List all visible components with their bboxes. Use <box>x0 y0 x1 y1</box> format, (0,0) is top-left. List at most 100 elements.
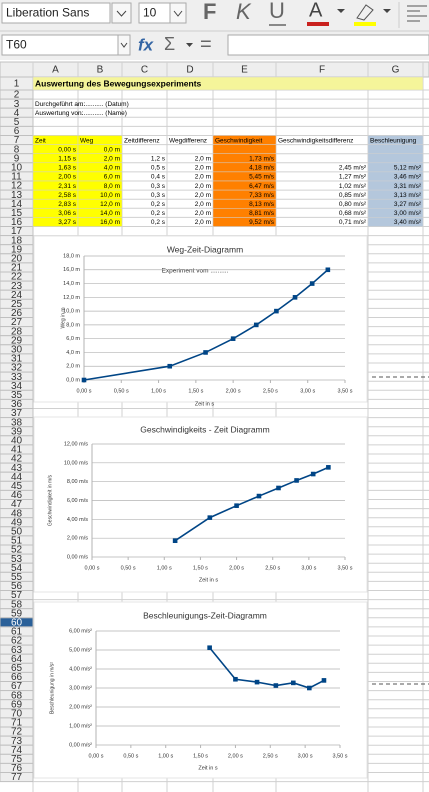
row-header-label: 58 <box>11 599 23 610</box>
data-point <box>326 465 331 470</box>
cell-value: 8,81 m/s <box>249 210 275 217</box>
x-tick-label: 1,50 s <box>188 388 203 394</box>
row-header-label: 3 <box>14 99 20 110</box>
underline-button[interactable]: U <box>269 0 285 23</box>
x-tick-label: 3,50 s <box>338 565 353 571</box>
y-tick-label: 2,00 m/s <box>67 536 88 542</box>
column-title: Geschwindigkeit <box>215 137 263 144</box>
data-point <box>172 538 178 544</box>
row-header-label: 40 <box>11 435 23 446</box>
cell-value: 2,00 s <box>58 174 76 181</box>
cell-value: 1,27 m/s² <box>339 174 367 181</box>
column-header[interactable]: B <box>97 65 104 76</box>
function-wizard[interactable]: fx <box>138 35 155 54</box>
column-title: Geschwindigkeitsdifferenz <box>278 137 353 144</box>
row-header-label: 37 <box>11 408 23 419</box>
bold-button[interactable]: F <box>203 0 216 24</box>
dropdown-arrow <box>116 10 127 17</box>
cell-value: 9,52 m/s <box>249 219 275 226</box>
row-header-label: 19 <box>11 244 23 255</box>
font-color-button[interactable]: A <box>309 0 323 21</box>
chart-title: Beschleunigungs-Zeit-Diagramm <box>143 610 267 620</box>
italic-button[interactable]: K <box>236 0 252 24</box>
data-point <box>290 680 296 686</box>
row-header-label: 69 <box>11 699 23 710</box>
data-point <box>167 363 173 369</box>
y-tick-label: 12,00 m/s <box>64 441 88 447</box>
font-name-box[interactable] <box>1 2 111 24</box>
x-tick-label: 1,00 s <box>151 388 166 394</box>
data-point <box>294 478 299 483</box>
y-tick-label: 4,00 m/s <box>67 517 88 523</box>
row-header-label: 30 <box>11 344 23 355</box>
name-box-dropdown[interactable] <box>117 34 131 56</box>
column-header[interactable]: A <box>52 65 59 76</box>
data-point <box>256 493 262 499</box>
equals-button[interactable]: = <box>200 33 212 55</box>
highlight-icon[interactable] <box>356 4 374 21</box>
dropdown-arrow <box>186 43 193 47</box>
cell-value: 6,47 m/s <box>249 183 275 190</box>
cell-value: 2,83 s <box>58 201 76 208</box>
row-header-label: 52 <box>11 545 23 556</box>
x-tick-label: 2,00 s <box>228 753 243 759</box>
formula-input[interactable] <box>227 34 429 56</box>
row-header-label: 34 <box>11 381 23 392</box>
row-header-label: 20 <box>11 253 23 264</box>
font-size-dropdown[interactable] <box>169 2 187 24</box>
sum-button[interactable]: Σ <box>164 34 175 54</box>
cell-value: 1,02 m/s² <box>339 183 367 190</box>
y-tick-label: 2,0 m <box>66 364 80 370</box>
y-tick-label: 0,0 m <box>66 377 80 383</box>
y-tick-label: 0,00 m/s² <box>69 742 92 748</box>
cell-fill <box>367 144 424 154</box>
cell-value: 5,12 m/s² <box>394 165 422 172</box>
row-header-label: 68 <box>11 690 23 701</box>
font-color-swatch <box>307 22 329 26</box>
row-header-label: 2 <box>14 90 20 101</box>
row-header-label: 73 <box>11 736 23 747</box>
y-tick-label: 18,0 m <box>63 253 80 259</box>
cell-value: 0,3 s <box>151 183 166 190</box>
row-header-label: 75 <box>11 754 23 765</box>
data-point <box>234 503 239 508</box>
align-icon[interactable] <box>407 5 427 22</box>
x-tick-label: 3,50 s <box>333 753 348 759</box>
dropdown-arrow <box>173 10 183 17</box>
cell-value: 0,85 m/s² <box>339 192 367 199</box>
x-tick-label: 2,00 s <box>229 565 244 571</box>
cell-value: 3,06 s <box>58 210 76 217</box>
row-header-label: 38 <box>11 417 23 428</box>
row-header-label: 18 <box>11 235 23 246</box>
row-header-label: 59 <box>11 608 23 619</box>
data-point <box>233 676 238 682</box>
row-header-label: 60 <box>11 617 23 628</box>
row-header-label: 54 <box>11 563 23 574</box>
cell-value: 0,4 s <box>151 174 166 181</box>
y-tick-label: 1,00 m/s² <box>69 723 92 729</box>
column-header[interactable]: C <box>141 65 148 76</box>
row-header-label: 12 <box>11 181 23 192</box>
x-tick-label: 2,50 s <box>265 565 280 571</box>
cell-value: 10,0 m <box>100 192 120 199</box>
row-header-label: 16 <box>11 217 23 228</box>
column-header[interactable]: D <box>186 65 193 76</box>
column-header[interactable]: F <box>319 65 325 76</box>
y-tick-label: 3,00 m/s² <box>69 685 92 691</box>
row-header-label: 74 <box>11 745 23 756</box>
font-name-dropdown[interactable] <box>111 2 132 24</box>
column-header[interactable]: G <box>392 65 400 76</box>
row-header[interactable] <box>0 772 34 783</box>
row-header-label: 72 <box>11 727 23 738</box>
data-point <box>207 515 213 520</box>
x-tick-label: 3,50 s <box>338 388 353 394</box>
meta-text: ............. (Datum) <box>80 101 129 108</box>
cell-value: 0,68 m/s² <box>339 210 367 217</box>
cell-fill <box>77 217 123 227</box>
x-tick-label: 0,50 s <box>114 388 129 394</box>
column-header[interactable]: E <box>241 65 248 76</box>
x-tick-label: 2,50 s <box>263 388 278 394</box>
meta-text: Auswertung von: <box>35 110 84 117</box>
